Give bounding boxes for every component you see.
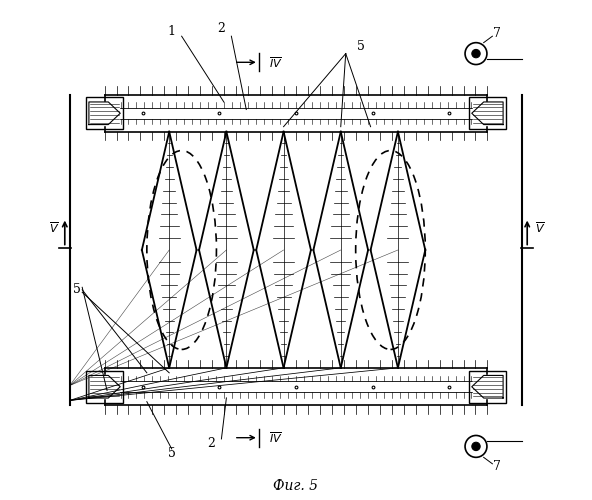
Text: 2: 2 (208, 438, 215, 450)
Text: $\overline{IV}$: $\overline{IV}$ (269, 430, 282, 445)
Text: 5: 5 (168, 448, 176, 460)
Text: $\overline{IV}$: $\overline{IV}$ (269, 55, 282, 70)
Circle shape (472, 50, 480, 58)
Bar (86, 97, 123, 130)
Polygon shape (472, 376, 503, 398)
Text: $\overline{V}$: $\overline{V}$ (49, 220, 59, 235)
Bar (86, 370, 123, 403)
Text: 7: 7 (494, 460, 501, 473)
Bar (469, 97, 506, 130)
Text: 7: 7 (494, 27, 501, 40)
Text: $\overline{V}$: $\overline{V}$ (535, 220, 545, 235)
Bar (469, 370, 506, 403)
Circle shape (472, 442, 480, 450)
Polygon shape (89, 376, 120, 398)
Text: 5: 5 (73, 284, 81, 296)
Polygon shape (89, 102, 120, 124)
Text: 5: 5 (357, 40, 365, 52)
Text: 2: 2 (217, 22, 226, 35)
Text: 1: 1 (168, 24, 176, 38)
Text: Фиг. 5: Фиг. 5 (274, 479, 318, 493)
Polygon shape (472, 102, 503, 124)
